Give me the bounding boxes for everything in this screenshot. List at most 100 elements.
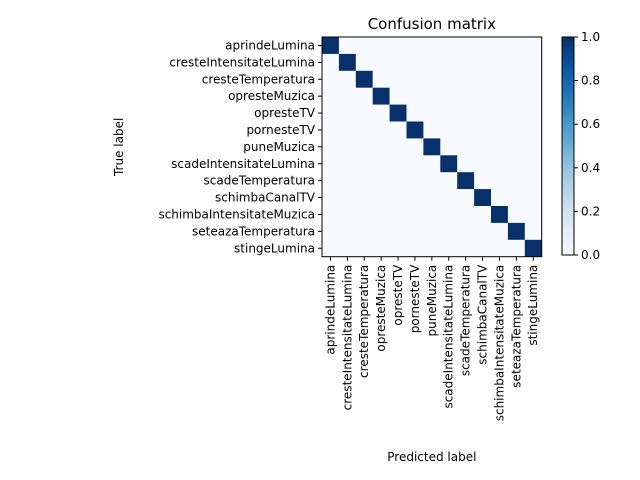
y-axis: aprindeLumina cresteIntensitateLumina cres… xyxy=(158,38,322,255)
heatmap-cell xyxy=(322,172,340,190)
colorbar-frame xyxy=(561,36,575,256)
heatmap-cell xyxy=(355,206,373,224)
heatmap-cell xyxy=(322,37,340,55)
heatmap-cell xyxy=(474,87,492,105)
x-tick-label: stingeLumina xyxy=(526,265,540,346)
heatmap-cell xyxy=(457,87,475,105)
heatmap-cell xyxy=(440,155,458,173)
heatmap-cell xyxy=(524,121,542,139)
x-tick-label: puneMuzica xyxy=(425,265,439,337)
heatmap-cell xyxy=(389,239,407,257)
heatmap-cell xyxy=(457,104,475,122)
y-axis-label: True label xyxy=(112,118,126,177)
heatmap-cell xyxy=(338,172,357,190)
heatmap-cell xyxy=(322,104,340,122)
heatmap-cell xyxy=(355,53,373,72)
heatmap-cell xyxy=(474,206,492,224)
heatmap-cell xyxy=(423,121,441,139)
heatmap-cell xyxy=(491,87,509,105)
heatmap-cell xyxy=(322,155,340,173)
heatmap-cell xyxy=(457,206,475,224)
heatmap-cell xyxy=(389,121,407,139)
heatmap-cell xyxy=(372,155,390,173)
heatmap-cell xyxy=(507,53,526,72)
heatmap-cell xyxy=(322,206,340,224)
heatmap-cell xyxy=(406,121,424,139)
y-tick-label: pornesteTV xyxy=(246,123,315,137)
heatmap-cell xyxy=(524,172,542,190)
heatmap-cell xyxy=(474,172,492,190)
heatmap-cell xyxy=(440,70,458,88)
y-tick-label: puneMuzica xyxy=(243,140,315,154)
heatmap-cell xyxy=(338,37,357,55)
heatmap-cell xyxy=(507,104,526,122)
heatmap-cell xyxy=(440,222,458,241)
colorbar-tick-label: 0.4 xyxy=(581,161,600,175)
heatmap-cell xyxy=(474,138,492,156)
heatmap-cell xyxy=(355,104,373,122)
heatmap-cell xyxy=(389,138,407,156)
heatmap-cell xyxy=(507,87,526,105)
heatmap-cell xyxy=(372,239,390,257)
y-tick-label: opresteTV xyxy=(254,106,316,120)
x-tick-label: cresteIntensitateLumina xyxy=(340,265,354,411)
heatmap-cell xyxy=(457,189,475,207)
heatmap-cell xyxy=(355,222,373,241)
heatmap-cell xyxy=(338,222,357,241)
heatmap-cell xyxy=(507,222,526,241)
heatmap-cell xyxy=(440,138,458,156)
heatmap-cell xyxy=(338,189,357,207)
y-tick-label: aprindeLumina xyxy=(225,38,315,52)
heatmap-cell xyxy=(389,70,407,88)
y-tick-label: schimbaCanalTV xyxy=(215,191,316,205)
heatmap-cell xyxy=(423,189,441,207)
heatmap-cell xyxy=(457,53,475,72)
heatmap-cell xyxy=(322,138,340,156)
heatmap-cell xyxy=(322,222,340,241)
heatmap-cell xyxy=(491,53,509,72)
heatmap-cell xyxy=(457,222,475,241)
heatmap-cell xyxy=(491,155,509,173)
heatmap-cell xyxy=(457,70,475,88)
heatmap-cell xyxy=(355,121,373,139)
heatmap-cell xyxy=(457,121,475,139)
heatmap-cell xyxy=(423,206,441,224)
heatmap-cell xyxy=(389,222,407,241)
heatmap-cell xyxy=(457,172,475,190)
heatmap-cell xyxy=(423,172,441,190)
heatmap-cell xyxy=(423,155,441,173)
heatmap-cell xyxy=(338,121,357,139)
heatmap-cell xyxy=(423,239,441,257)
heatmap-cell xyxy=(524,189,542,207)
heatmap-cell xyxy=(491,138,509,156)
heatmap-cell xyxy=(491,239,509,257)
heatmap-cell xyxy=(355,37,373,55)
heatmap-cell xyxy=(338,104,357,122)
colorbar-gradient xyxy=(562,37,574,255)
heatmap-cell xyxy=(507,189,526,207)
heatmap-cell xyxy=(423,138,441,156)
heatmap-cell xyxy=(440,206,458,224)
heatmap-cell xyxy=(406,206,424,224)
heatmap-cell xyxy=(389,104,407,122)
heatmap-cell xyxy=(524,206,542,224)
heatmap-cell xyxy=(372,121,390,139)
heatmap-cell xyxy=(389,155,407,173)
heatmap-cell xyxy=(338,53,357,72)
heatmap-cell xyxy=(355,189,373,207)
heatmap-cell xyxy=(322,121,340,139)
heatmap-cell xyxy=(474,222,492,241)
y-tick-label: seteazaTemperatura xyxy=(192,224,315,238)
heatmap-cell xyxy=(440,37,458,55)
heatmap-cell xyxy=(524,70,542,88)
heatmap-cell xyxy=(322,53,340,72)
heatmap-cell xyxy=(372,104,390,122)
heatmap-cell xyxy=(507,239,526,257)
heatmap-cell xyxy=(491,206,509,224)
heatmap-cell xyxy=(372,172,390,190)
heatmap-cell xyxy=(423,104,441,122)
heatmap-cell xyxy=(507,37,526,55)
heatmap-cell xyxy=(322,239,340,257)
heatmap-cell xyxy=(507,138,526,156)
